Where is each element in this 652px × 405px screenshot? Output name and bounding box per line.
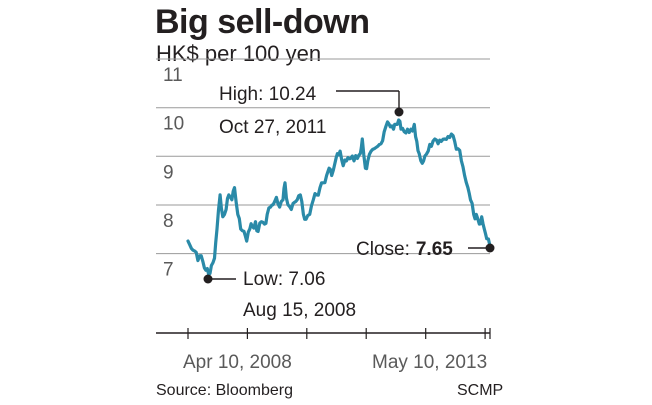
source-note: Source: Bloomberg <box>156 382 293 399</box>
low-point-marker <box>203 274 213 284</box>
y-tick-label-7: 7 <box>163 260 174 281</box>
y-tick-label-10: 10 <box>163 114 184 135</box>
chart-title: Big sell-down <box>155 3 370 41</box>
annotations: High: 10.24 Oct 27, 2011 Low: 7.06 Aug 1… <box>203 84 495 321</box>
high-annotation-label: High: 10.24 <box>219 84 317 105</box>
high-annotation-date: Oct 27, 2011 <box>219 117 326 138</box>
y-axis-tick-labels: 7 8 9 10 11 <box>163 65 184 281</box>
credit-note: SCMP <box>457 382 504 399</box>
y-tick-label-11: 11 <box>163 65 183 86</box>
close-point-marker <box>485 243 495 253</box>
series-line <box>186 118 492 277</box>
x-axis: Apr 10, 2008 May 10, 2013 <box>156 328 491 373</box>
x-tick-label-end: May 10, 2013 <box>372 352 487 373</box>
close-annotation: Close: 7.65 <box>356 239 453 260</box>
low-annotation-date: Aug 15, 2008 <box>243 300 356 321</box>
chart-subtitle: HK$ per 100 yen <box>156 41 322 66</box>
low-annotation-label: Low: 7.06 <box>243 269 325 290</box>
y-tick-label-9: 9 <box>163 162 174 183</box>
close-annotation-value: 7.65 <box>416 239 453 260</box>
series-layer <box>186 118 492 277</box>
high-point-marker <box>394 107 404 117</box>
close-annotation-label: Close: <box>356 239 410 260</box>
gridlines <box>156 58 490 255</box>
x-tick-label-start: Apr 10, 2008 <box>183 352 292 373</box>
y-tick-label-8: 8 <box>163 211 174 232</box>
